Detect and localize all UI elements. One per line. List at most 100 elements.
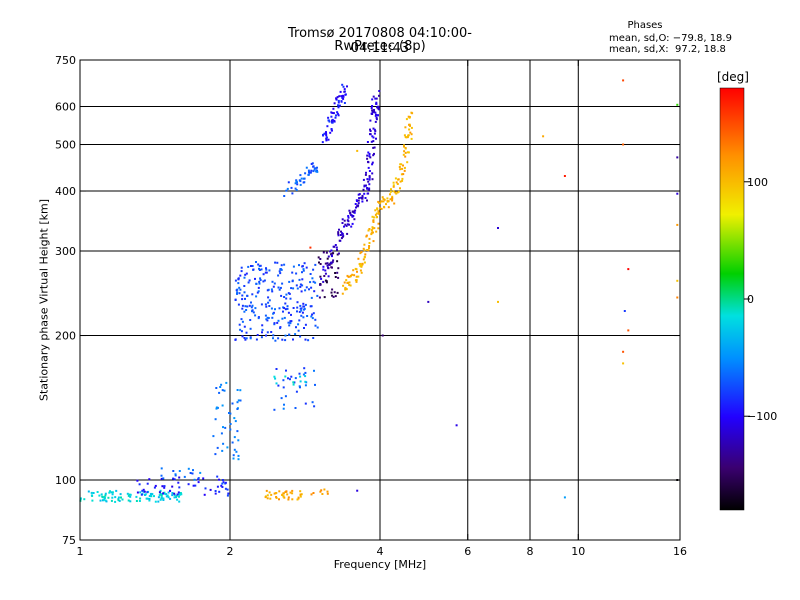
data-point-cluster xyxy=(282,379,285,382)
data-point-cluster xyxy=(270,307,273,310)
data-point-cluster xyxy=(269,497,272,500)
data-point-cluster xyxy=(304,384,307,387)
data-point-cluster xyxy=(236,401,239,404)
data-point-trace xyxy=(340,237,343,240)
data-point-trace xyxy=(343,281,346,284)
data-point-trace xyxy=(326,136,328,139)
data-point-cluster xyxy=(234,299,237,301)
data-point-cluster xyxy=(254,277,256,280)
data-point-cluster xyxy=(298,319,301,322)
data-point-cluster xyxy=(236,292,238,295)
data-point-cluster xyxy=(280,294,283,297)
data-point-cluster xyxy=(260,303,263,306)
data-point-trace xyxy=(361,194,364,197)
data-point-cluster xyxy=(218,391,221,394)
data-point-trace xyxy=(387,206,390,209)
data-point-trace xyxy=(366,141,369,143)
data-point-trace xyxy=(399,163,402,166)
data-point-trace xyxy=(361,197,363,200)
data-point-trace xyxy=(400,173,403,176)
data-point-cluster xyxy=(304,371,307,374)
data-point-cluster xyxy=(259,277,262,280)
data-point-cluster xyxy=(292,287,295,290)
data-point-trace xyxy=(370,107,373,109)
data-point-trace xyxy=(387,200,390,203)
data-point-cluster xyxy=(104,492,107,495)
data-point-trace xyxy=(341,83,344,86)
data-point-trace xyxy=(371,109,374,112)
data-point-cluster xyxy=(336,260,339,263)
data-point-cluster xyxy=(197,478,199,481)
data-point-cluster xyxy=(258,267,260,270)
x-tick-label: 4 xyxy=(377,545,384,558)
data-point-trace xyxy=(316,170,319,173)
data-point-cluster xyxy=(304,303,307,306)
data-point-trace xyxy=(372,240,375,243)
data-point-trace xyxy=(395,192,398,195)
data-point-trace xyxy=(371,98,374,101)
data-point-trace xyxy=(399,180,402,183)
data-point-cluster xyxy=(301,271,303,274)
data-point-cluster xyxy=(237,439,240,442)
data-point-trace xyxy=(404,136,407,138)
data-point-trace xyxy=(324,272,327,275)
data-point-trace xyxy=(392,184,395,187)
data-point-cluster xyxy=(296,301,299,304)
data-point-cluster xyxy=(313,290,316,293)
data-point-cluster xyxy=(286,493,289,496)
data-point-cluster xyxy=(277,384,280,387)
data-point-cluster xyxy=(254,307,257,310)
data-point-trace xyxy=(368,178,371,181)
data-point-cluster xyxy=(265,318,268,321)
data-point-trace xyxy=(362,247,365,250)
data-point-trace xyxy=(372,216,375,219)
data-point-trace xyxy=(357,204,360,207)
data-point-trace xyxy=(343,225,345,228)
data-point-cluster xyxy=(179,493,181,496)
data-point-cluster xyxy=(332,252,335,255)
data-point-trace xyxy=(370,140,373,143)
data-point-cluster xyxy=(243,276,246,279)
data-point-trace xyxy=(327,116,330,119)
data-point-cluster xyxy=(221,404,224,407)
data-point-trace xyxy=(315,170,318,173)
data-point-cluster xyxy=(287,321,290,324)
data-point-cluster xyxy=(287,496,290,499)
data-point-trace xyxy=(352,215,355,217)
data-point-cluster xyxy=(171,492,174,494)
chart-subtitle: RwPretec (8p) xyxy=(334,39,426,54)
data-point-cluster xyxy=(297,323,300,326)
data-point-trace xyxy=(329,131,332,134)
data-point-cluster xyxy=(108,491,111,494)
data-point-trace xyxy=(341,292,344,295)
data-point-cluster xyxy=(232,457,235,460)
data-point-cluster xyxy=(241,304,244,307)
data-point-trace xyxy=(375,101,378,104)
data-point-trace xyxy=(376,106,379,109)
data-point-trace xyxy=(367,166,370,169)
data-point-cluster xyxy=(221,486,224,488)
data-point-trace xyxy=(409,124,411,127)
data-point-trace xyxy=(338,104,341,107)
data-point-cluster xyxy=(224,487,227,490)
data-point-trace xyxy=(338,228,340,231)
data-point-cluster xyxy=(258,280,261,283)
data-point-cluster xyxy=(272,337,274,340)
data-point-cluster xyxy=(235,450,238,453)
data-point-trace xyxy=(332,259,335,262)
data-point-cluster xyxy=(183,475,186,478)
data-point-trace xyxy=(360,251,363,253)
data-point-cluster xyxy=(160,477,163,480)
data-point-trace xyxy=(347,282,349,284)
data-point-cluster xyxy=(299,495,302,498)
data-point-trace xyxy=(327,263,330,266)
data-point-cluster xyxy=(87,490,90,493)
data-point-cluster xyxy=(127,494,130,497)
phase-stats-o: mean, sd,O: −79.8, 18.9 xyxy=(609,33,732,44)
data-point-trace xyxy=(342,97,345,100)
data-point-trace xyxy=(347,216,350,219)
data-point-cluster xyxy=(102,498,105,501)
data-points xyxy=(79,79,679,503)
data-point-isolated xyxy=(563,496,566,499)
data-point-isolated xyxy=(497,227,499,229)
